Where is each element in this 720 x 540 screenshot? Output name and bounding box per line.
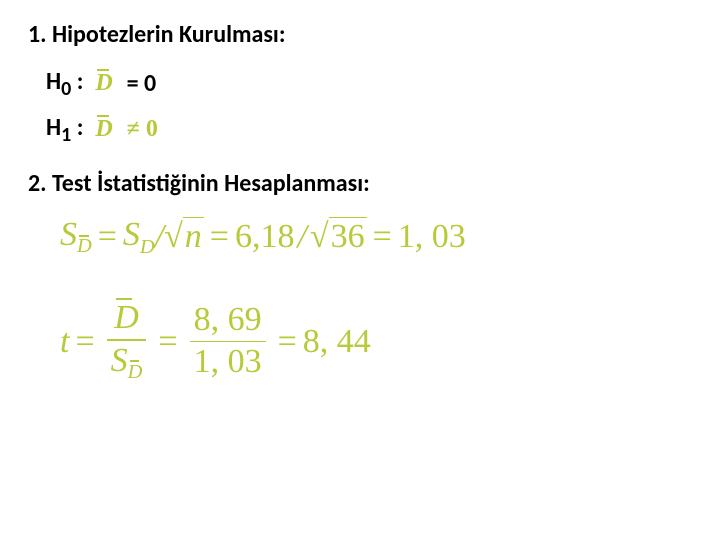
slash2: / (297, 218, 306, 256)
t-var: t (60, 323, 69, 361)
dbar-den-icon: D (128, 360, 143, 384)
eq-t3: = (278, 323, 297, 361)
eq-sign2: = (210, 218, 229, 256)
h0-row: H0 : D = 0 (46, 67, 692, 101)
eq-t2: = (158, 323, 177, 361)
h1-row: H1 : D ≠ 0 (46, 113, 692, 147)
h1-dbar-icon: D (95, 116, 112, 143)
h1-label: H1 : (46, 113, 83, 147)
sqrt-n-icon: n (164, 217, 204, 256)
eq-sign3: = (373, 218, 392, 256)
section2-title: 2. Test İstatistiğinin Hesaplanması: (28, 169, 692, 198)
eq-sign: = (98, 218, 117, 256)
formula-sd: SD = SD / n = 6,18 / 36 = 1, 03 (60, 216, 692, 259)
eq-t1: = (75, 323, 94, 361)
sd-lhs: SD (60, 216, 92, 259)
h0-label: H0 : (46, 67, 83, 101)
val-618: 6,18 (235, 218, 295, 256)
result-103: 1, 03 (398, 218, 466, 256)
h0-rhs: = 0 (127, 69, 157, 98)
sqrt-36-icon: 36 (310, 217, 367, 256)
h0-dbar-icon: D (95, 70, 112, 97)
slash: / (155, 218, 164, 256)
section1-title: 1. Hipotezlerin Kurulması: (28, 20, 692, 49)
formulas: SD = SD / n = 6,18 / 36 = 1, 03 t = D SD… (60, 216, 692, 385)
frac-symbolic: D SD (107, 298, 147, 385)
hypotheses-block: H0 : D = 0 H1 : D ≠ 0 (46, 67, 692, 147)
formula-t: t = D SD = 8, 69 1, 03 = 8, 44 (60, 298, 692, 385)
h1-rhs: ≠ 0 (127, 116, 158, 143)
result-844: 8, 44 (303, 323, 371, 361)
frac-numeric: 8, 69 1, 03 (190, 300, 266, 383)
dbar-num-icon: D (114, 298, 139, 339)
sd-rhs1: SD (123, 216, 155, 259)
